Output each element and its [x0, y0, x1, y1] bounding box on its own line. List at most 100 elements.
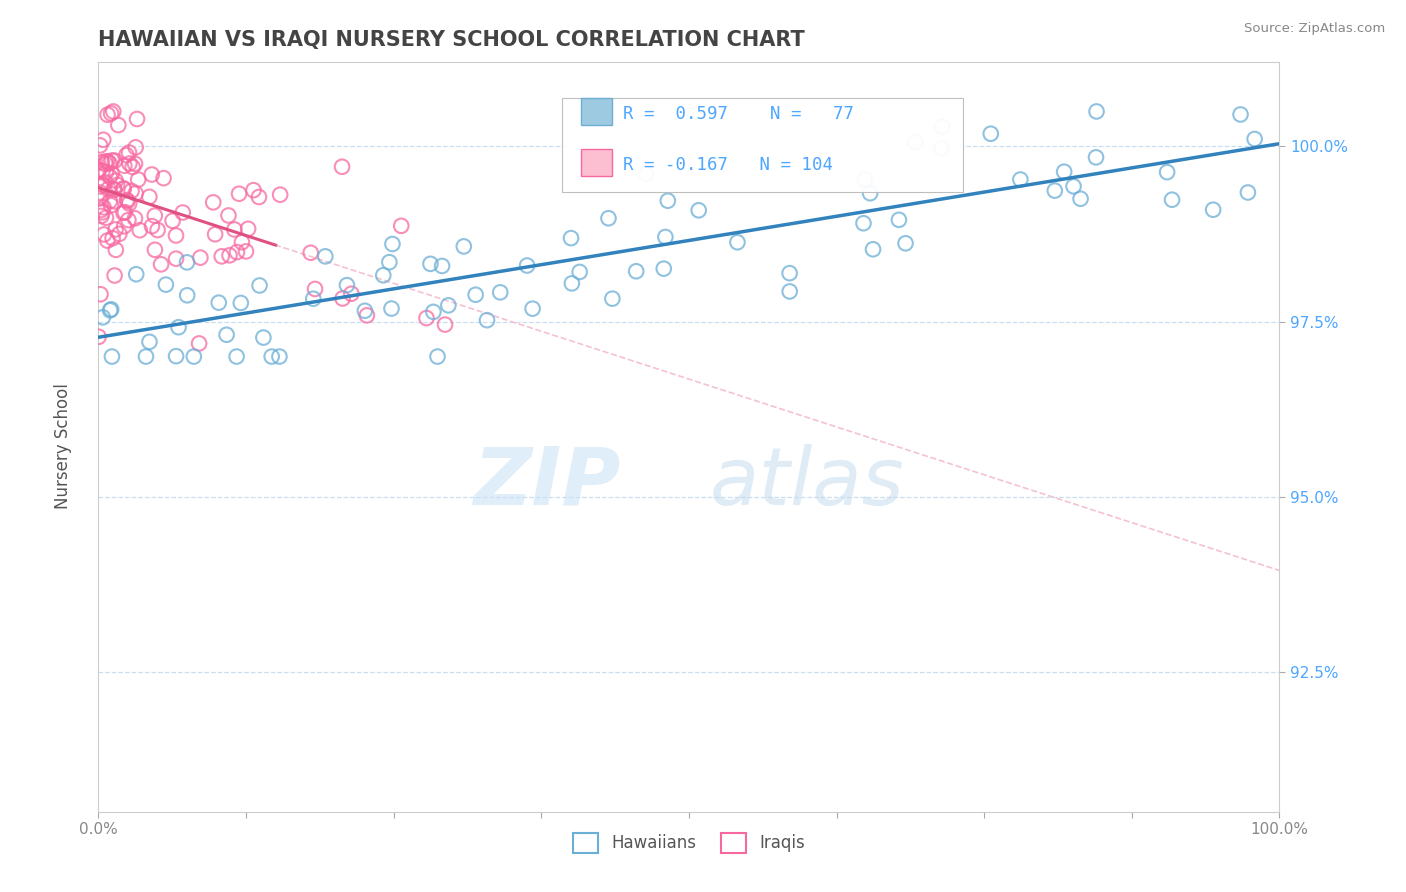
Point: [115, 148, 138, 162]
Point: [124, 186, 146, 201]
Point: [381, 237, 404, 252]
Point: [247, 190, 270, 204]
Point: [103, 182, 125, 196]
Point: [434, 318, 457, 332]
Point: [138, 190, 160, 204]
Point: [91, 133, 114, 147]
Point: [96, 108, 118, 122]
Point: [100, 302, 122, 317]
Point: [155, 277, 177, 292]
Point: [202, 195, 225, 210]
Point: [104, 174, 127, 188]
Point: [150, 257, 173, 271]
Point: [183, 350, 205, 364]
Point: [117, 213, 139, 227]
Point: [112, 182, 135, 196]
Point: [657, 194, 679, 208]
Point: [226, 245, 249, 260]
Point: [118, 196, 141, 211]
Point: [162, 214, 184, 228]
Point: [231, 235, 253, 250]
Point: [422, 305, 444, 319]
Point: [1010, 172, 1032, 186]
Point: [1156, 165, 1178, 179]
Point: [852, 216, 875, 230]
Point: [91, 178, 114, 192]
Point: [125, 267, 148, 281]
Point: [626, 264, 648, 278]
Point: [124, 157, 146, 171]
Point: [453, 239, 475, 253]
Point: [165, 349, 187, 363]
Point: [141, 219, 163, 234]
Point: [654, 230, 676, 244]
Point: [89, 162, 111, 177]
Point: [100, 198, 122, 212]
Point: [176, 255, 198, 269]
Point: [779, 285, 801, 299]
Point: [103, 183, 125, 197]
Point: [91, 205, 114, 219]
Point: [314, 249, 336, 263]
Point: [188, 336, 211, 351]
Point: [862, 242, 884, 256]
Point: [354, 303, 377, 318]
Point: [101, 231, 124, 245]
Point: [252, 330, 274, 344]
Point: [117, 194, 139, 209]
Point: [522, 301, 544, 316]
Point: [94, 154, 117, 169]
Point: [94, 157, 117, 171]
Point: [560, 231, 582, 245]
Point: [118, 145, 141, 160]
Point: [727, 235, 749, 250]
Point: [336, 278, 359, 293]
Point: [167, 320, 190, 334]
Legend: Hawaiians, Iraqis: Hawaiians, Iraqis: [567, 826, 811, 860]
Point: [176, 288, 198, 302]
Point: [190, 251, 212, 265]
Point: [94, 176, 117, 190]
Point: [100, 167, 122, 181]
Point: [104, 153, 127, 168]
Point: [135, 350, 157, 364]
Point: [90, 179, 112, 194]
Point: [115, 193, 138, 207]
Point: [931, 141, 953, 155]
Point: [561, 277, 583, 291]
Point: [415, 311, 437, 326]
Point: [104, 243, 127, 257]
Point: [688, 203, 710, 218]
Point: [125, 112, 148, 126]
Point: [894, 236, 917, 251]
Point: [1043, 184, 1066, 198]
Point: [98, 169, 121, 184]
Text: Source: ZipAtlas.com: Source: ZipAtlas.com: [1244, 22, 1385, 36]
Point: [1070, 192, 1092, 206]
Point: [887, 212, 910, 227]
Text: R = -0.167   N = 104: R = -0.167 N = 104: [623, 156, 832, 174]
Point: [489, 285, 512, 300]
Point: [96, 234, 118, 248]
Point: [218, 209, 240, 223]
Point: [98, 194, 121, 208]
Point: [931, 120, 953, 134]
Point: [598, 211, 620, 226]
Point: [90, 209, 112, 223]
Point: [108, 227, 131, 241]
Point: [904, 135, 927, 149]
Point: [103, 104, 125, 119]
Point: [128, 223, 150, 237]
Point: [101, 153, 124, 168]
Point: [299, 245, 322, 260]
Text: atlas: atlas: [710, 443, 904, 522]
Point: [208, 295, 231, 310]
Point: [249, 278, 271, 293]
Point: [228, 186, 250, 201]
Point: [89, 191, 111, 205]
Point: [304, 282, 326, 296]
Point: [89, 186, 111, 200]
Point: [373, 268, 395, 283]
Point: [602, 292, 624, 306]
Point: [93, 227, 115, 242]
